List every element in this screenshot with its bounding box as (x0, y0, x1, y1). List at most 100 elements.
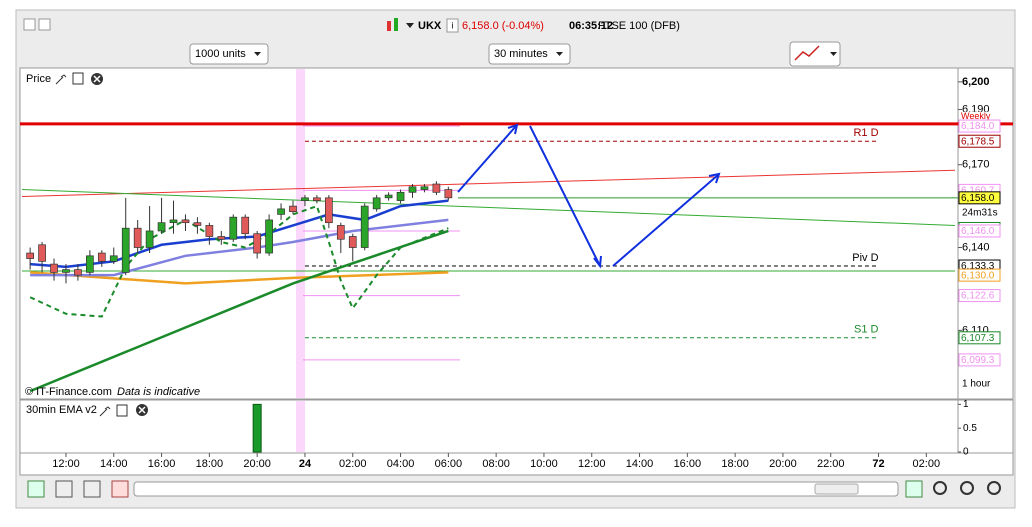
x-tick-label: 12:00 (52, 458, 80, 470)
candle-body (277, 208, 285, 215)
indicator-line (29, 229, 449, 393)
candle-body (205, 225, 214, 237)
candle-body (408, 186, 417, 193)
price-tag-label: 6,184.0 (961, 121, 995, 132)
x-tick-label: 02:00 (339, 458, 367, 470)
pivot-label: S1 D (854, 324, 879, 336)
x-tick-label: 18:00 (721, 458, 749, 470)
price-panel (19, 67, 959, 400)
indicator-axis (957, 399, 1014, 454)
candle-body (229, 216, 238, 240)
tool-button[interactable] (111, 480, 129, 498)
x-tick-label: 72 (872, 458, 884, 470)
dropdown-arrow (254, 52, 261, 56)
y-tick-label: 6,140 (962, 241, 990, 253)
price-tag (958, 331, 1001, 345)
weekly-tag: Weekly (961, 111, 991, 121)
candle-body (336, 225, 345, 240)
candle-body (86, 255, 94, 273)
panel-title: Price (26, 73, 51, 85)
price-tag-label: 6,122.6 (961, 291, 995, 302)
price-tag-label: 6,133.3 (961, 261, 995, 272)
indicator-panel (19, 399, 959, 454)
weekly-tag-bg (959, 111, 1012, 121)
candle-body (217, 236, 226, 240)
candle-body (289, 205, 297, 212)
symbol: UKX (418, 20, 442, 32)
candle-body (145, 230, 154, 248)
indicator-line (21, 169, 956, 197)
info-icon: i (452, 20, 454, 30)
candle-body (109, 255, 118, 262)
bottom-toolbar (27, 480, 1001, 498)
candle-body (325, 197, 333, 224)
x-tick-label: 04:00 (387, 458, 415, 470)
clock: 06:35:12 (569, 20, 613, 32)
dropdown-arrow (830, 52, 837, 56)
x-tick-label: 06:00 (435, 458, 463, 470)
indicator-line (21, 189, 956, 226)
drawn-arrows (457, 123, 721, 269)
chart-tools-button[interactable] (789, 41, 841, 67)
size-dropdown[interactable] (189, 43, 269, 65)
candle-body (74, 269, 82, 276)
countdown: 24m31s (962, 208, 998, 219)
y-tick-label: 6,200 (962, 76, 990, 88)
interval-dropdown[interactable] (488, 43, 571, 65)
candle-body (432, 183, 441, 193)
pivot-label: R1 D (853, 127, 878, 139)
candle-body (384, 194, 393, 199)
x-tick-label: 22:00 (817, 458, 845, 470)
candle-body (301, 197, 309, 201)
tool-button[interactable] (27, 480, 45, 498)
zoom-in[interactable] (987, 481, 1001, 495)
x-tick-label: 24 (299, 458, 312, 470)
candle-body (169, 219, 178, 224)
window-button[interactable] (38, 18, 51, 31)
y-tick-label: 0.5 (963, 423, 977, 434)
tool-button[interactable] (83, 480, 101, 498)
candle-body (121, 227, 130, 273)
session-break (296, 69, 305, 398)
scroll-thumb[interactable] (814, 483, 859, 495)
price-tag (958, 268, 1001, 282)
candle-body (444, 189, 453, 199)
interval-value: 30 minutes (494, 48, 548, 60)
x-tick-label: 20:00 (769, 458, 797, 470)
indicator-title: 30min EMA v2 (26, 404, 97, 416)
candle-body (50, 263, 58, 273)
pivot-label: Piv D (852, 252, 878, 264)
tool-button[interactable] (55, 480, 73, 498)
x-tick-label: 16:00 (674, 458, 702, 470)
price-tag (958, 134, 1001, 148)
candle-body (265, 219, 273, 254)
y-tick-label: 1 (963, 399, 969, 410)
info-button[interactable] (446, 18, 459, 33)
x-tick-label: 20:00 (243, 458, 271, 470)
scrollbar[interactable] (133, 481, 899, 497)
zoom-out[interactable] (960, 481, 974, 495)
candle-body (133, 227, 142, 248)
tool-button[interactable] (905, 480, 923, 498)
candle-body (420, 186, 429, 190)
price-tag-label: 6,146.0 (961, 226, 995, 237)
candle-body (38, 244, 46, 262)
candle-body (62, 269, 70, 273)
candle-body (241, 216, 250, 235)
size-value: 1000 units (195, 48, 246, 60)
symbol-icon[interactable] (387, 18, 414, 31)
candle-body (396, 191, 405, 201)
x-tick-label: 18:00 (196, 458, 224, 470)
timeframe-label: 1 hour (962, 379, 991, 390)
candle-body (313, 197, 321, 201)
candle-body (253, 233, 262, 254)
panel-buttons[interactable] (55, 72, 103, 85)
data-note: Data is indicative (117, 386, 200, 398)
price-tag (958, 353, 1001, 367)
zoom-fit[interactable] (933, 481, 947, 495)
window-button[interactable] (23, 18, 36, 31)
indicator-buttons[interactable] (99, 404, 148, 417)
price-tag (958, 224, 1001, 238)
